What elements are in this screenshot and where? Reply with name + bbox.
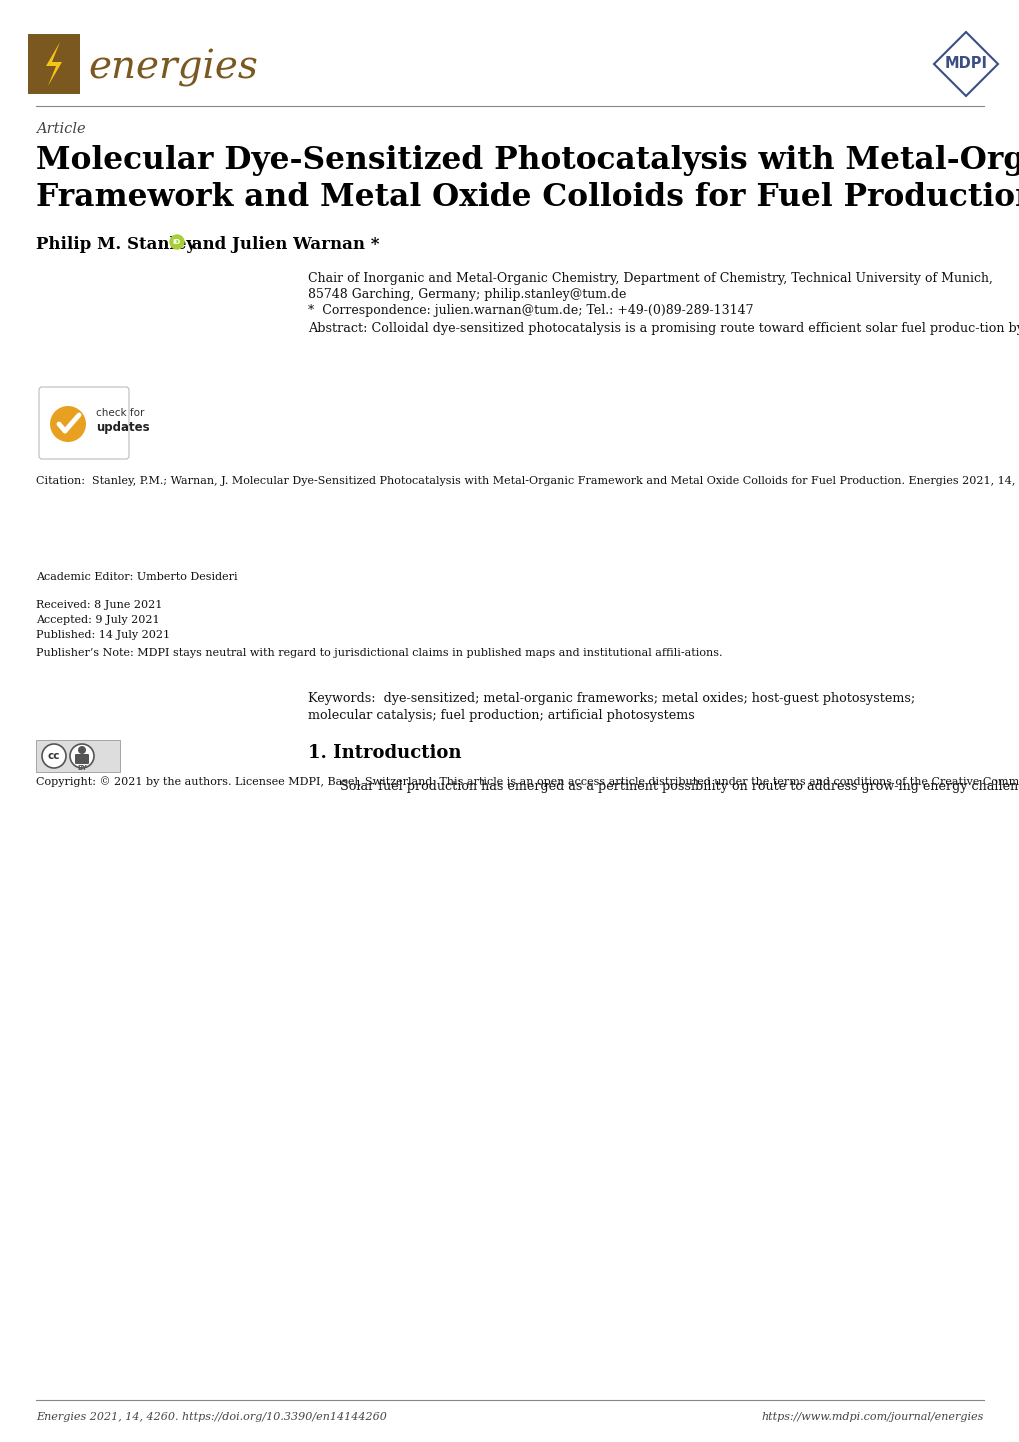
FancyBboxPatch shape xyxy=(75,754,89,764)
Text: Keywords:  dye-sensitized; metal-organic frameworks; metal oxides; host-guest ph: Keywords: dye-sensitized; metal-organic … xyxy=(308,692,914,722)
Text: *  Correspondence: julien.warnan@tum.de; Tel.: +49-(0)89-289-13147: * Correspondence: julien.warnan@tum.de; … xyxy=(308,304,753,317)
Text: BY: BY xyxy=(77,766,87,771)
Polygon shape xyxy=(933,32,997,97)
Text: Copyright: © 2021 by the authors. Licensee MDPI, Basel, Switzerland. This articl: Copyright: © 2021 by the authors. Licens… xyxy=(36,776,1019,787)
Text: and Julien Warnan *: and Julien Warnan * xyxy=(185,236,379,252)
Text: energies: energies xyxy=(88,49,258,87)
Circle shape xyxy=(42,744,66,769)
Text: updates: updates xyxy=(96,421,150,434)
Text: Article: Article xyxy=(36,123,86,136)
Text: Solar fuel production has emerged as a pertinent possibility on route to address: Solar fuel production has emerged as a p… xyxy=(308,780,1019,793)
FancyBboxPatch shape xyxy=(36,740,120,771)
FancyBboxPatch shape xyxy=(39,386,128,459)
Circle shape xyxy=(170,235,183,249)
Text: Molecular Dye-Sensitized Photocatalysis with Metal-Organic: Molecular Dye-Sensitized Photocatalysis … xyxy=(36,146,1019,176)
Text: Abstract: Colloidal dye-sensitized photocatalysis is a promising route toward ef: Abstract: Colloidal dye-sensitized photo… xyxy=(308,322,1019,335)
Text: Published: 14 July 2021: Published: 14 July 2021 xyxy=(36,630,170,640)
Text: Energies 2021, 14, 4260. https://doi.org/10.3390/en14144260: Energies 2021, 14, 4260. https://doi.org… xyxy=(36,1412,386,1422)
Text: check for: check for xyxy=(96,408,145,418)
Polygon shape xyxy=(46,42,62,87)
Text: Academic Editor: Umberto Desideri: Academic Editor: Umberto Desideri xyxy=(36,572,237,583)
FancyBboxPatch shape xyxy=(28,35,79,94)
Text: https://www.mdpi.com/journal/energies: https://www.mdpi.com/journal/energies xyxy=(761,1412,983,1422)
Text: cc: cc xyxy=(48,751,60,761)
Circle shape xyxy=(50,407,86,443)
Text: Chair of Inorganic and Metal-Organic Chemistry, Department of Chemistry, Technic: Chair of Inorganic and Metal-Organic Che… xyxy=(308,273,991,286)
Text: Framework and Metal Oxide Colloids for Fuel Production: Framework and Metal Oxide Colloids for F… xyxy=(36,182,1019,213)
Text: iD: iD xyxy=(172,239,181,245)
Circle shape xyxy=(70,744,94,769)
Text: Citation:  Stanley, P.M.; Warnan, J. Molecular Dye-Sensitized Photocatalysis wit: Citation: Stanley, P.M.; Warnan, J. Mole… xyxy=(36,476,1019,486)
Text: 1. Introduction: 1. Introduction xyxy=(308,744,461,761)
Text: Received: 8 June 2021: Received: 8 June 2021 xyxy=(36,600,162,610)
Text: MDPI: MDPI xyxy=(944,56,986,72)
Circle shape xyxy=(77,746,86,754)
Text: 85748 Garching, Germany; philip.stanley@tum.de: 85748 Garching, Germany; philip.stanley@… xyxy=(308,288,626,301)
Text: Philip M. Stanley: Philip M. Stanley xyxy=(36,236,196,252)
Text: Accepted: 9 July 2021: Accepted: 9 July 2021 xyxy=(36,614,159,624)
Text: Publisher’s Note: MDPI stays neutral with regard to jurisdictional claims in pub: Publisher’s Note: MDPI stays neutral wit… xyxy=(36,647,721,658)
